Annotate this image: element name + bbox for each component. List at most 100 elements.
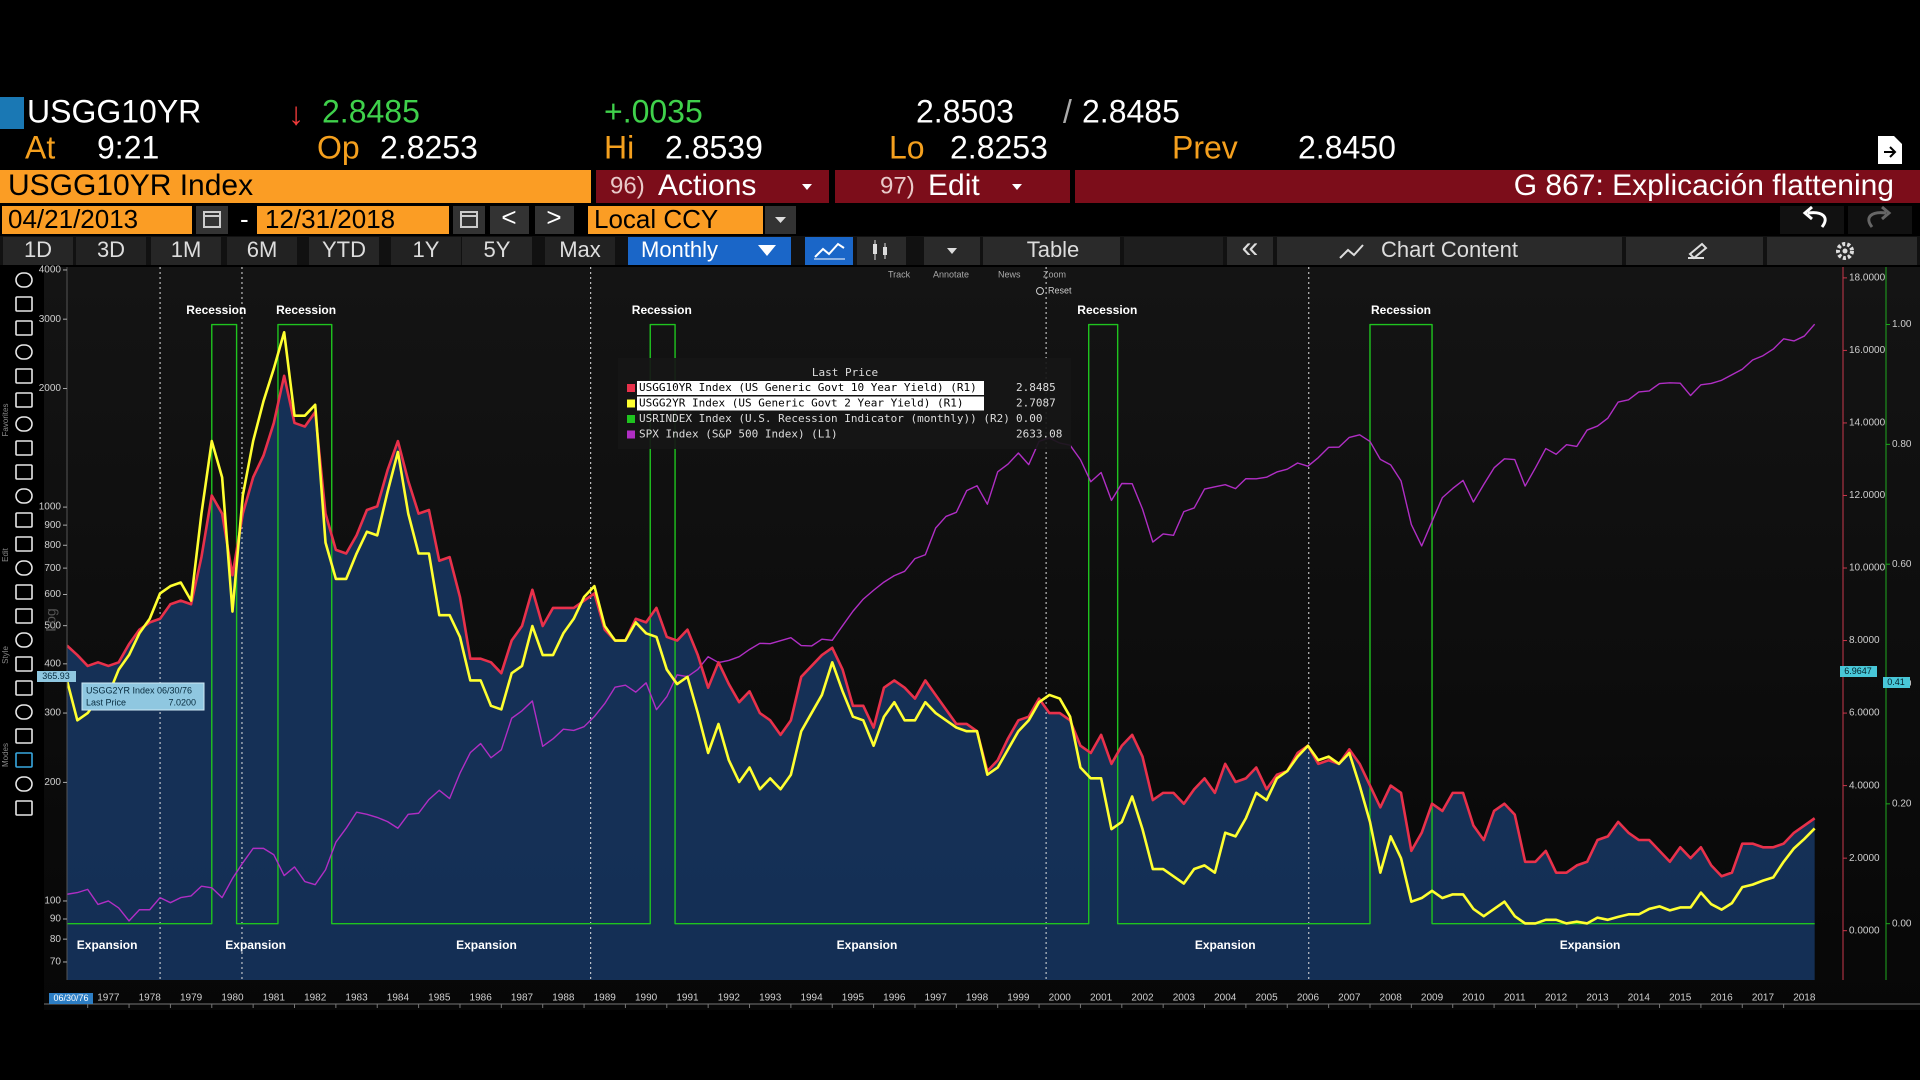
actions-button[interactable] xyxy=(596,170,829,203)
next-button[interactable] xyxy=(535,206,574,234)
tool-icon[interactable] xyxy=(15,368,33,384)
settings-button[interactable] xyxy=(1767,237,1917,265)
annotation: Expansion xyxy=(225,938,286,952)
period-button[interactable] xyxy=(3,237,73,265)
redo-button[interactable] xyxy=(1848,205,1912,234)
tool-icon[interactable] xyxy=(15,464,33,480)
chart-tool[interactable]: Track xyxy=(888,269,911,279)
period-label[interactable]: 5Y xyxy=(484,237,511,262)
export-icon[interactable] xyxy=(1878,136,1902,164)
tool-icon[interactable] xyxy=(15,488,33,504)
frequency-label[interactable]: Monthly xyxy=(641,237,718,262)
period-label[interactable]: 6M xyxy=(247,237,278,262)
line-chart-button[interactable] xyxy=(805,237,853,265)
y3-tick-label: 0.20 xyxy=(1892,798,1912,809)
side-tab[interactable]: Modes xyxy=(1,743,10,767)
collapse-label[interactable]: « xyxy=(1242,231,1259,264)
period-button[interactable] xyxy=(76,237,146,265)
tool-icon[interactable] xyxy=(15,440,33,456)
actions-code[interactable]: 96) xyxy=(610,172,645,199)
start-date[interactable]: 04/21/2013 xyxy=(8,204,138,234)
prev-label[interactable]: < xyxy=(501,202,516,232)
period-label[interactable]: 3D xyxy=(97,237,125,262)
period-label[interactable]: 1Y xyxy=(413,237,440,262)
side-tab[interactable]: Edit xyxy=(1,547,10,562)
tool-icon[interactable] xyxy=(15,392,33,408)
side-tab[interactable]: Style xyxy=(1,646,10,664)
period-button[interactable] xyxy=(462,237,532,265)
period-button[interactable] xyxy=(151,237,221,265)
tool-icon[interactable] xyxy=(15,272,33,288)
drawing-toolbar: Favorites Edit Style Modes xyxy=(1,272,33,816)
prev-button[interactable] xyxy=(490,206,529,234)
tool-icon[interactable] xyxy=(15,656,33,672)
legend-name[interactable]: SPX Index (S&P 500 Index) (L1) xyxy=(639,428,838,441)
edit-chart-button[interactable] xyxy=(1626,237,1763,265)
actions-label[interactable]: Actions xyxy=(658,169,756,202)
legend-name[interactable]: USRINDEX Index (U.S. Recession Indicator… xyxy=(639,412,1010,425)
period-button[interactable] xyxy=(545,237,615,265)
security-box[interactable] xyxy=(0,170,591,203)
end-date[interactable]: 12/31/2018 xyxy=(265,204,395,234)
period-button[interactable] xyxy=(391,237,461,265)
edit-code[interactable]: 97) xyxy=(880,172,915,199)
tool-icon[interactable] xyxy=(15,728,33,744)
period-label[interactable]: 1D xyxy=(24,237,52,262)
tool-icon[interactable] xyxy=(15,704,33,720)
reset-label[interactable]: Reset xyxy=(1048,285,1072,295)
period-button[interactable] xyxy=(227,237,297,265)
security-name[interactable]: USGG10YR Index xyxy=(8,169,253,202)
chart-tool[interactable]: Annotate xyxy=(933,269,969,279)
candle-chart-button[interactable] xyxy=(857,237,906,265)
legend-name[interactable]: USGG2YR Index (US Generic Govt 2 Year Yi… xyxy=(639,397,964,410)
net-change: +.0035 xyxy=(604,93,703,129)
tool-icon[interactable] xyxy=(15,320,33,336)
tool-icon[interactable] xyxy=(15,512,33,528)
tool-icon[interactable] xyxy=(15,752,33,768)
tool-icon[interactable] xyxy=(15,344,33,360)
edit-label[interactable]: Edit xyxy=(928,169,980,202)
start-date-field[interactable] xyxy=(2,206,192,234)
tool-icon[interactable] xyxy=(15,800,33,816)
side-tab[interactable]: Favorites xyxy=(1,404,10,437)
tool-icon[interactable] xyxy=(15,584,33,600)
chart-type-dropdown[interactable] xyxy=(924,237,980,265)
dropdown-arrow xyxy=(758,245,776,256)
y2-tick-label: 0.0000 xyxy=(1849,925,1880,936)
period-label[interactable]: Max xyxy=(559,237,601,262)
annotation: Recession xyxy=(1371,303,1431,317)
tool-icon[interactable] xyxy=(15,632,33,648)
edit-button[interactable] xyxy=(835,170,1070,203)
period-label[interactable]: YTD xyxy=(322,237,366,262)
chart-tool[interactable]: Zoom xyxy=(1043,269,1066,279)
end-date-field[interactable] xyxy=(257,206,449,234)
tool-icon[interactable] xyxy=(15,416,33,432)
period-label[interactable]: 1M xyxy=(171,237,202,262)
r2-tag-bg xyxy=(1883,677,1910,688)
chart-content-button[interactable] xyxy=(1277,237,1622,265)
tool-icon[interactable] xyxy=(15,680,33,696)
chart-content-label[interactable]: Chart Content xyxy=(1381,237,1518,262)
table-button[interactable] xyxy=(983,237,1120,265)
collapse-button[interactable] xyxy=(1227,237,1273,265)
period-button[interactable] xyxy=(309,237,379,265)
table-label[interactable]: Table xyxy=(1027,237,1080,262)
tool-icon[interactable] xyxy=(15,560,33,576)
next-label[interactable]: > xyxy=(546,202,561,232)
y-tick-label: 1000 xyxy=(39,502,62,513)
tool-icon[interactable] xyxy=(15,776,33,792)
currency[interactable]: Local CCY xyxy=(594,204,718,234)
calendar-icon[interactable] xyxy=(196,206,228,234)
tooltip-box xyxy=(81,682,205,711)
ticker: USGG10YR xyxy=(27,93,201,129)
tool-icon[interactable] xyxy=(15,536,33,552)
undo-button[interactable] xyxy=(1780,205,1844,234)
currency-field[interactable] xyxy=(588,206,763,234)
y-tick-label: 200 xyxy=(44,777,61,788)
chart-tool[interactable]: News xyxy=(998,269,1021,279)
legend-name[interactable]: USGG10YR Index (US Generic Govt 10 Year … xyxy=(639,381,977,394)
calendar-icon[interactable] xyxy=(453,206,485,234)
tool-icon[interactable] xyxy=(15,608,33,624)
x-tick-label: 1982 xyxy=(304,993,327,1004)
tool-icon[interactable] xyxy=(15,296,33,312)
